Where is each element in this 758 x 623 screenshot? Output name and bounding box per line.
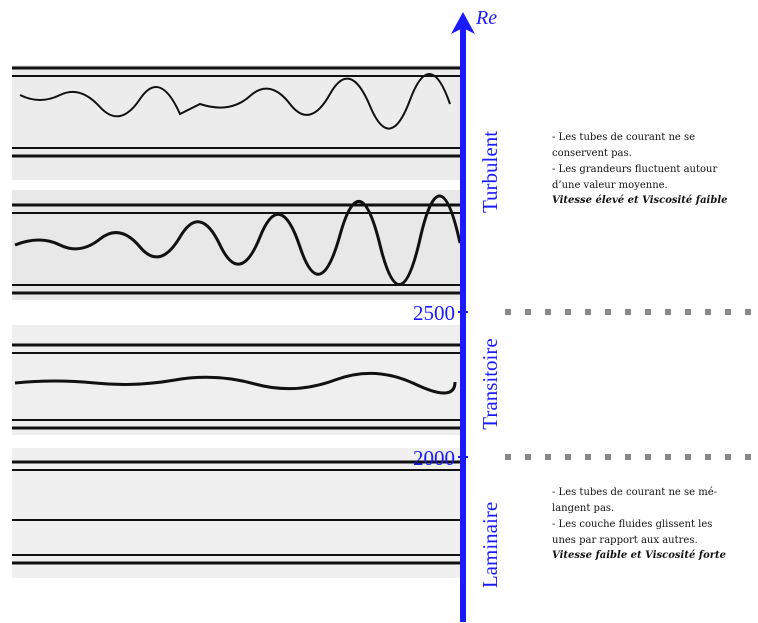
separators (505, 309, 755, 460)
tick-label: 2000 (413, 446, 455, 470)
tick-label: 2500 (413, 301, 455, 325)
summary: Vitesse élevé et Viscosité faible (552, 195, 728, 206)
description: - Les couche fluides glissent les (552, 519, 712, 530)
description: d’une valeur moyenne. (552, 180, 668, 191)
description: langent pas. (552, 503, 614, 514)
description: - Les tubes de courant ne se (552, 132, 695, 143)
regime-label: Transitoire (478, 338, 502, 429)
description: - Les tubes de courant ne se mé- (552, 487, 717, 498)
summary: Vitesse faible et Viscosité forte (552, 550, 726, 561)
regime-label: Laminaire (478, 502, 502, 588)
regime-label: Turbulent (478, 131, 502, 213)
axis-label: Re (475, 7, 497, 29)
description: unes par rapport aux autres. (552, 535, 698, 546)
flow-photos (12, 65, 462, 578)
re-axis (451, 12, 475, 622)
description: - Les grandeurs fluctuent autour (552, 164, 717, 175)
description: conservent pas. (552, 148, 632, 159)
